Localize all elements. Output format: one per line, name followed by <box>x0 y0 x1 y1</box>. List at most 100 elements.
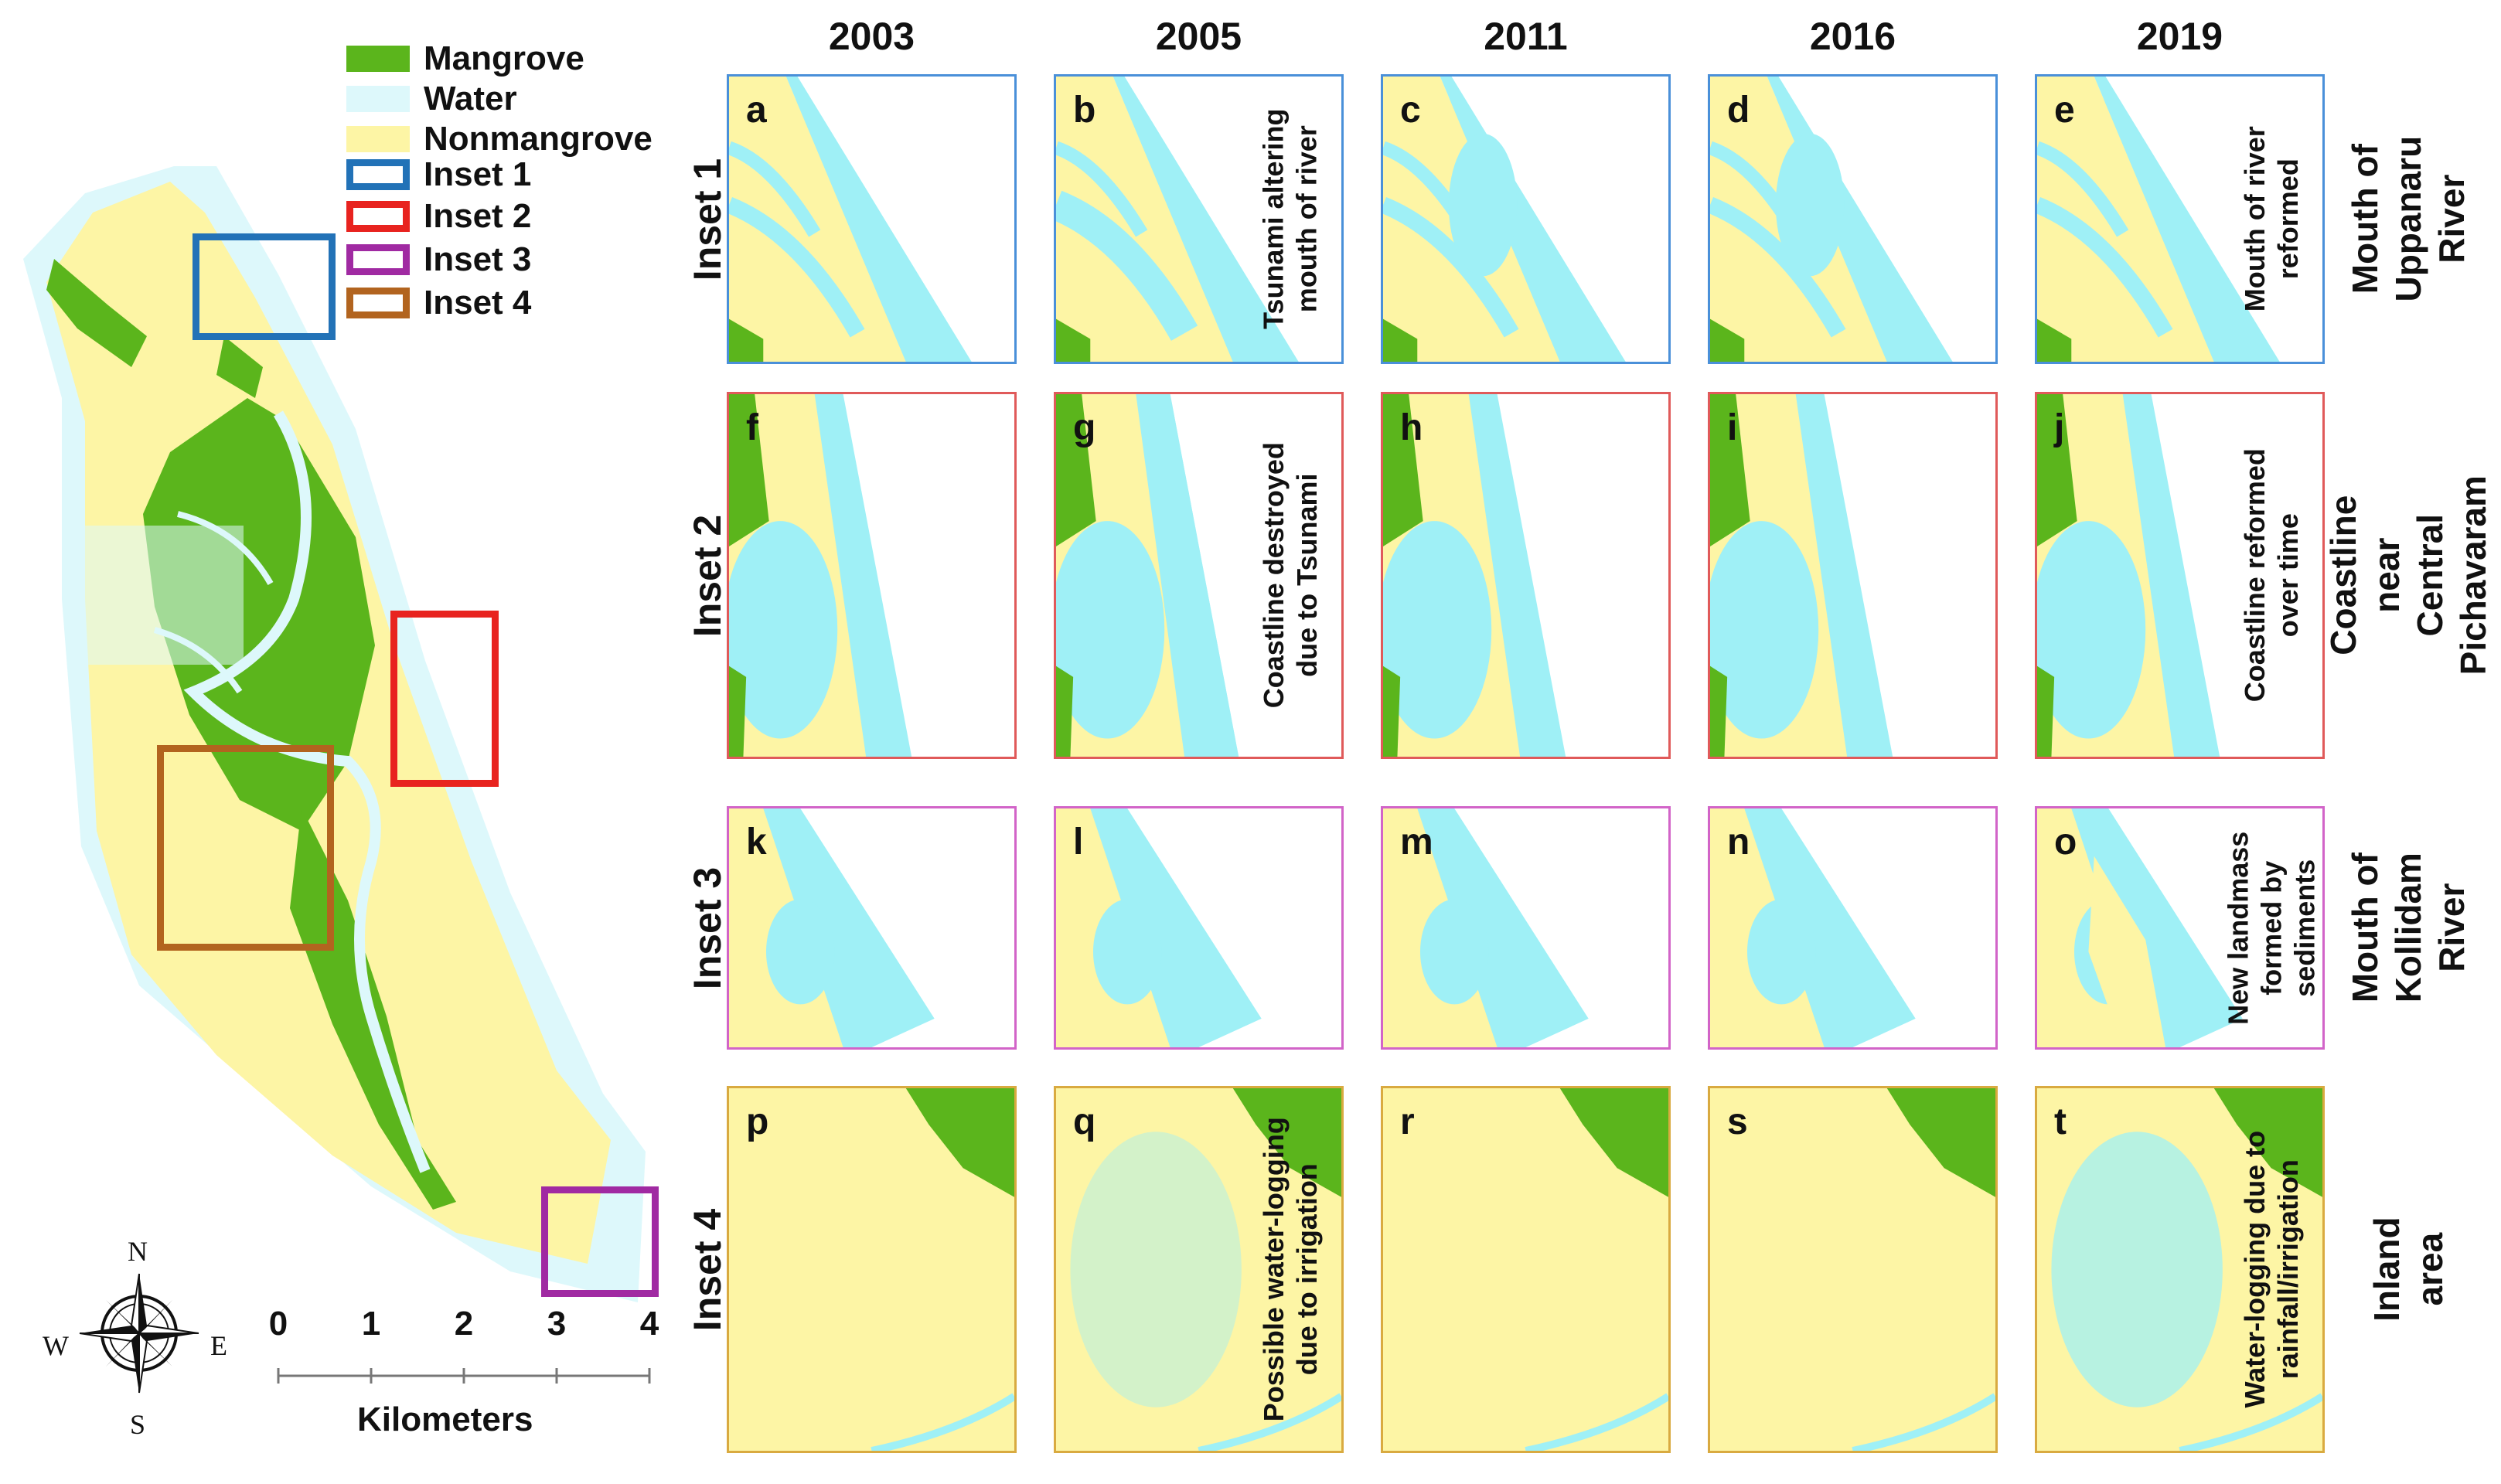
legend-swatch <box>346 86 410 112</box>
inset-map-image <box>2037 1088 2322 1451</box>
place-label-line: Central <box>2410 514 2450 637</box>
panel-annotation: Tsunami altering mouth of river <box>1244 77 1337 362</box>
panel-annotation-line: reformed <box>2272 158 2304 280</box>
scale-unit-label: Kilometers <box>357 1401 533 1438</box>
inset-2-box <box>390 611 499 787</box>
legend-item: Inset 1 <box>346 155 532 193</box>
panel-annotation-line: sediments <box>2288 859 2321 997</box>
panel-annotation: Possible water-logging due to irrigation <box>1244 1088 1337 1451</box>
inset-panel-j: j Coastline reformed over time <box>2035 392 2325 759</box>
inset-panel-e: e Mouth of river reformed <box>2035 74 2325 364</box>
panel-letter: b <box>1073 90 1096 131</box>
inset-map-image <box>1710 1088 1995 1451</box>
place-label-line: Mouth of <box>2344 144 2385 294</box>
inset-panel-i: i <box>1708 392 1998 759</box>
panel-annotation: Coastline reformed over time <box>2225 394 2318 757</box>
place-label-line: Coastline near <box>2322 495 2407 656</box>
panel-annotation-line: Coastline reformed <box>2238 448 2271 703</box>
inset-map-image <box>1710 394 1893 757</box>
place-label-line: Uppanaru <box>2387 136 2428 302</box>
panel-letter: m <box>1400 822 1433 863</box>
panel-annotation: Water-logging due to rainfall/irrigation <box>2225 1088 2318 1451</box>
panel-annotation-line: Possible water-logging <box>1257 1117 1290 1422</box>
inset-panel-o: o New landmass formed by sediments <box>2035 806 2325 1050</box>
year-header-2019: 2019 <box>2136 15 2223 58</box>
legend-item: Water <box>346 80 517 117</box>
panel-annotation-text: Coastline reformed over time <box>2238 448 2305 702</box>
year-header-2011: 2011 <box>1484 15 1568 58</box>
inset-map-image <box>729 394 912 757</box>
legend-item: Inset 2 <box>346 197 531 235</box>
place-label-line: River <box>2431 883 2472 973</box>
inset-map-image <box>2037 808 2243 1047</box>
panel-annotation-line: due to Tsunami <box>1291 473 1323 678</box>
inset-map-image <box>2037 77 2280 362</box>
panel-annotation-line: Coastline destroyed <box>1257 442 1290 709</box>
legend-label: Inset 3 <box>424 240 532 278</box>
inset-panel-k: k <box>727 806 1017 1050</box>
legend-swatch <box>346 159 410 190</box>
year-header-2016: 2016 <box>1809 15 1896 58</box>
panel-annotation: Mouth of river reformed <box>2225 77 2318 362</box>
inset-panel-r: r <box>1381 1086 1671 1453</box>
legend-label: Inset 4 <box>424 284 532 322</box>
legend-item: Inset 4 <box>346 284 531 322</box>
inset-1-box <box>193 233 336 340</box>
compass-w-label: W <box>43 1330 69 1361</box>
panel-annotation: Coastline destroyed due to Tsunami <box>1244 394 1337 757</box>
scale-tick-label: 3 <box>547 1305 567 1343</box>
scale-bar <box>277 1368 651 1384</box>
inset-panel-t: t Water-logging due to rainfall/irrigation <box>2035 1086 2325 1453</box>
panel-annotation-text: Mouth of river reformed <box>2238 127 2305 312</box>
panel-letter: r <box>1400 1101 1415 1142</box>
panel-letter: j <box>2054 407 2065 448</box>
legend-swatch <box>346 201 410 232</box>
inset-map-image <box>1710 77 1953 362</box>
inset-panel-g: g Coastline destroyed due to Tsunami <box>1054 392 1344 759</box>
inset-panel-p: p <box>727 1086 1017 1453</box>
scale-tick-label: 4 <box>639 1305 659 1343</box>
panel-annotation-line: rainfall/irrigation <box>2272 1159 2304 1380</box>
inset-map-image <box>1383 77 1626 362</box>
panel-annotation-line: Water-logging due to <box>2238 1131 2271 1408</box>
place-label-text: Mouth of Kollidam River <box>2343 853 2473 1002</box>
panel-letter: l <box>1073 822 1084 863</box>
legend-label: Inset 1 <box>424 155 532 193</box>
panel-annotation-line: Tsunami altering <box>1257 108 1290 330</box>
place-label: Inland area <box>2327 1086 2489 1453</box>
panel-annotation-text: New landmass formed by sediments <box>2221 831 2322 1024</box>
inset-4-box <box>157 745 334 951</box>
legend-label: Nonmangrove <box>424 120 653 158</box>
inset-map-image <box>2037 394 2220 757</box>
inset-panel-s: s <box>1708 1086 1998 1453</box>
scale-tick-label: 0 <box>268 1305 288 1343</box>
legend-swatch <box>346 126 410 152</box>
year-header-2003: 2003 <box>828 15 915 58</box>
compass-s-label: S <box>130 1409 146 1440</box>
panel-letter: f <box>746 407 758 448</box>
inset-map-image <box>729 77 972 362</box>
place-label-line: Kollidam <box>2387 853 2428 1003</box>
inset-panel-f: f <box>727 392 1017 759</box>
panel-letter: i <box>1727 407 1738 448</box>
legend-label: Water <box>424 80 517 117</box>
place-label-line: Mouth of <box>2344 853 2385 1003</box>
panel-annotation-line: mouth of river <box>1291 125 1324 313</box>
panel-annotation-line: over time <box>2272 513 2305 638</box>
panel-annotation: New landmass formed by sediments <box>2222 808 2320 1047</box>
inset-map-image <box>1710 808 1916 1047</box>
panel-letter: p <box>746 1101 769 1142</box>
legend-swatch <box>346 244 410 275</box>
inset-map-image <box>1056 808 1262 1047</box>
panel-letter: n <box>1727 822 1750 863</box>
panel-letter: t <box>2054 1101 2067 1142</box>
compass-e-label: E <box>210 1330 227 1361</box>
scale-tick-label: 2 <box>454 1305 474 1343</box>
inset-panel-n: n <box>1708 806 1998 1050</box>
inset-panel-d: d <box>1708 74 1998 364</box>
north-arrow-icon <box>79 1273 199 1394</box>
compass-n-label: N <box>128 1236 148 1267</box>
panel-annotation-text: Water-logging due to rainfall/irrigation <box>2238 1131 2305 1408</box>
place-label: Mouth of Uppanaru River <box>2327 74 2489 364</box>
